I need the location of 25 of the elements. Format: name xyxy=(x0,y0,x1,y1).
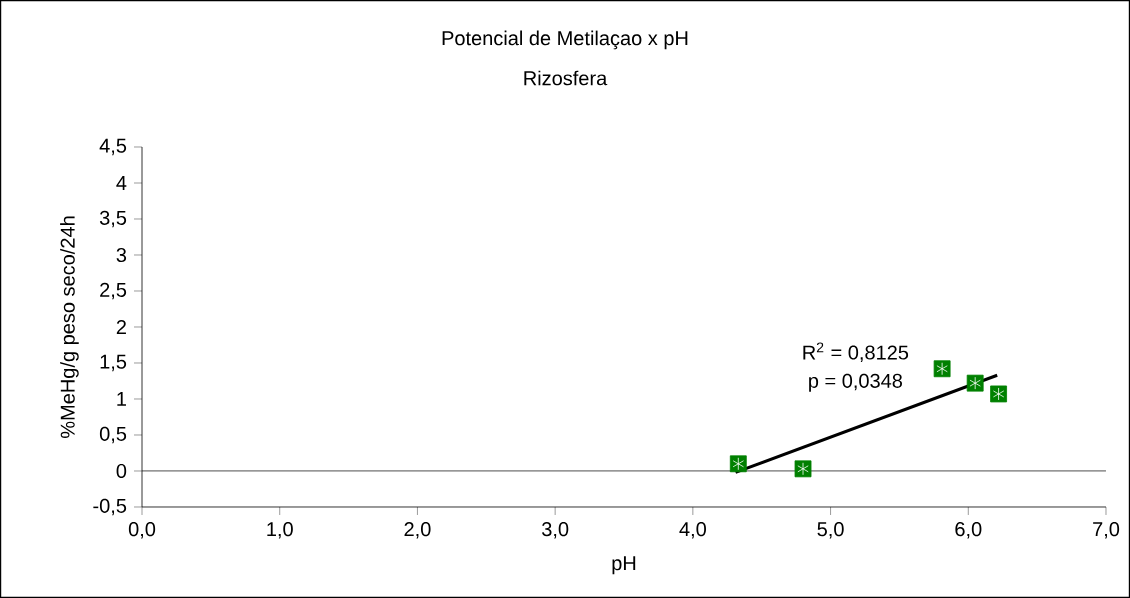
x-tick-label: 5,0 xyxy=(817,522,844,539)
x-tick-label: 1,0 xyxy=(267,522,293,539)
y-axis-title: %MeHg/g peso seco/24h xyxy=(60,216,79,438)
chart-title: Potencial de Metilaçao x pH xyxy=(442,30,688,50)
y-tick-label: 1 xyxy=(117,392,126,406)
y-tick-label: 3,5 xyxy=(99,210,127,228)
y-tick-label: 3 xyxy=(116,247,127,263)
x-tick-label: 7,0 xyxy=(1093,522,1120,539)
y-tick-label: -0,5 xyxy=(93,498,127,516)
x-tick-label: 6,0 xyxy=(955,522,982,539)
x-tick-label: 0,0 xyxy=(128,522,156,539)
x-tick-label: 2,0 xyxy=(404,522,431,539)
x-tick-label: 3,0 xyxy=(542,522,569,539)
y-tick-label: 4,5 xyxy=(99,138,127,156)
annotation: p = 0,0348 xyxy=(809,373,903,392)
x-axis-title: pH xyxy=(612,556,636,575)
annotation: R$^{2}$ = 0,8125 xyxy=(803,342,909,362)
x-tick-label: 4,0 xyxy=(679,522,706,539)
y-tick-label: 0 xyxy=(116,463,127,479)
y-tick-label: 2 xyxy=(116,320,126,334)
y-tick-label: 2,5 xyxy=(100,282,127,300)
chart-subtitle: Rizosfera xyxy=(524,70,608,86)
y-tick-label: 1,5 xyxy=(100,354,127,372)
y-tick-label: 0,5 xyxy=(99,426,127,444)
y-tick-label: 4 xyxy=(116,176,127,190)
